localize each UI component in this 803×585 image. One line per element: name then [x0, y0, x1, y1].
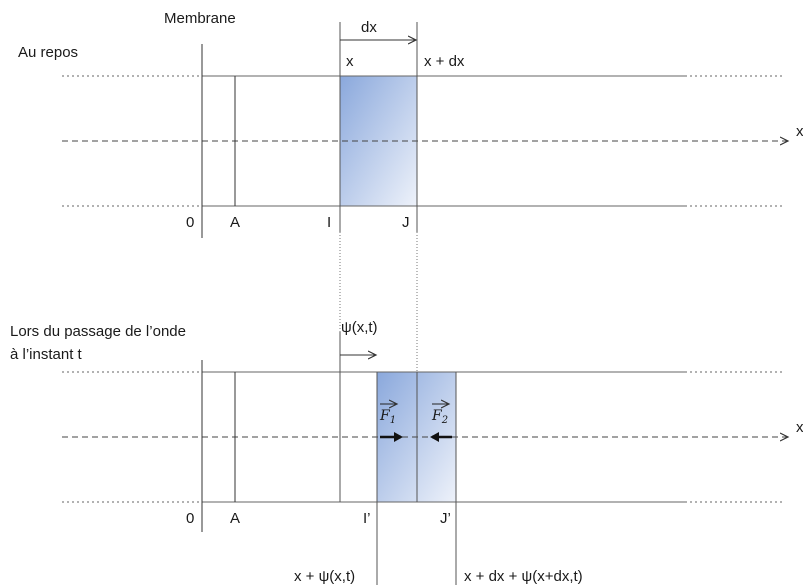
x-dx-psi-label: x + dx + ψ(x+dx,t): [464, 568, 583, 585]
dx-label: dx: [361, 19, 377, 36]
x-label: x: [346, 53, 354, 70]
at-rest-label: Au repos: [18, 44, 78, 61]
force2-label: F2: [431, 404, 449, 426]
point-a-label-top: A: [230, 214, 240, 231]
force2-letter: F: [431, 408, 443, 424]
svg-text:F1: F1: [379, 408, 396, 426]
force1-letter: F: [379, 408, 391, 424]
point-a-label-bottom: A: [230, 510, 240, 527]
origin-label-bottom: 0: [186, 510, 194, 527]
point-i-prime-label: I’: [363, 510, 371, 527]
top-axis-label: x: [796, 123, 803, 140]
origin-label-top: 0: [186, 214, 194, 231]
point-j-label: J: [402, 214, 410, 231]
force2-index: 2: [441, 415, 448, 426]
during-label-line2: à l’instant t: [10, 346, 83, 363]
bottom-axis-label: x: [796, 419, 803, 436]
membrane-label: Membrane: [164, 10, 236, 27]
x-plus-psi-label: x + ψ(x,t): [294, 568, 355, 585]
during-label-line1: Lors du passage de l’onde: [10, 323, 186, 340]
force1-index: 1: [390, 415, 396, 426]
force1-label: F1: [379, 404, 397, 426]
point-i-label: I: [327, 214, 331, 231]
x-plus-dx-label: x + dx: [424, 53, 465, 70]
psi-label: ψ(x,t): [341, 319, 378, 336]
point-j-prime-label: J’: [440, 510, 451, 527]
svg-text:F2: F2: [431, 408, 448, 426]
